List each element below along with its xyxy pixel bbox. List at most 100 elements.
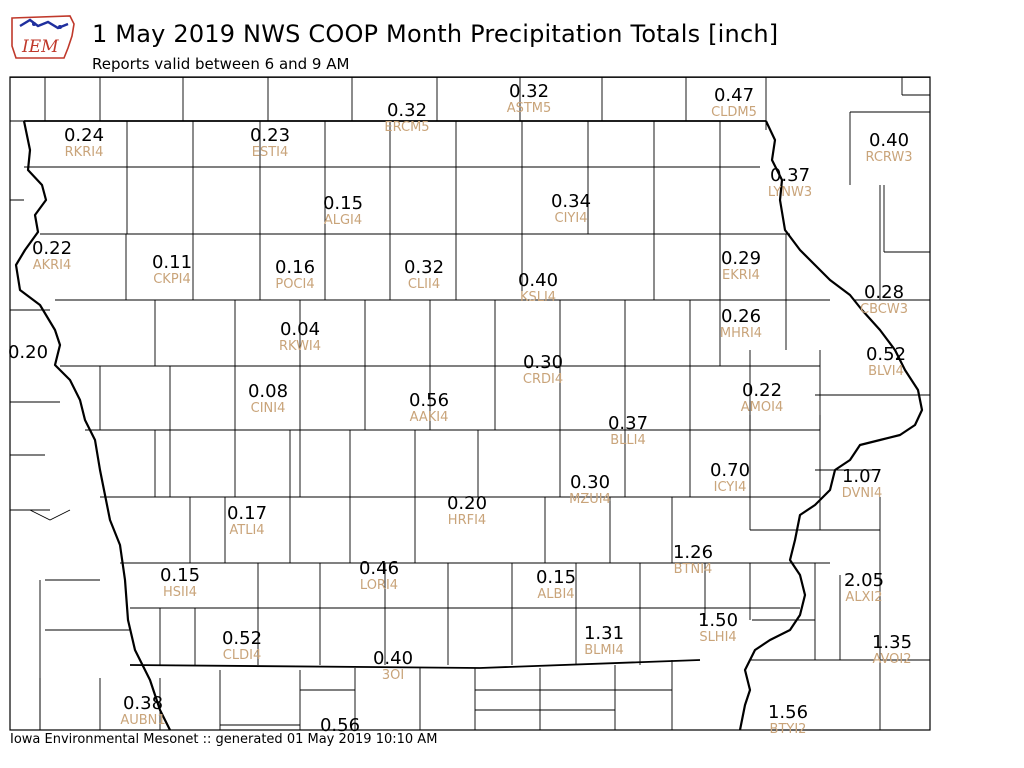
precip-value: 0.11 [152, 252, 192, 273]
station-id: POCI4 [275, 277, 314, 292]
station-id: BLVI4 [868, 364, 904, 379]
precip-value: 1.31 [584, 623, 624, 644]
precip-value: 0.52 [866, 344, 906, 365]
station-id: ERCM5 [384, 120, 429, 135]
precip-value: 0.30 [523, 352, 563, 373]
precip-value: 0.47 [714, 85, 754, 106]
map-boundaries [10, 77, 930, 730]
precip-value: 0.04 [280, 319, 320, 340]
county-lines [10, 77, 930, 730]
station-id: CBCW3 [860, 302, 908, 317]
station-id: AVOI2 [872, 652, 911, 667]
station-id: RKWI4 [279, 339, 321, 354]
station-id: KSLI4 [520, 290, 556, 305]
map-title: 1 May 2019 NWS COOP Month Precipitation … [92, 20, 779, 48]
precip-value: 0.32 [387, 100, 427, 121]
precip-value: 0.37 [608, 413, 648, 434]
station-id: ICYI4 [714, 480, 747, 495]
station-id: RCRW3 [865, 150, 912, 165]
western-river-border [14, 120, 171, 730]
precip-value: 0.15 [536, 567, 576, 588]
station-id: BLMI4 [584, 643, 623, 658]
station-id: ESTI4 [252, 145, 289, 160]
station-id: AAKI4 [410, 410, 449, 425]
map-frame [9, 76, 931, 731]
station-id: BTNI4 [674, 562, 713, 577]
precip-value: 0.15 [323, 193, 363, 214]
station-id: DVNI4 [842, 486, 883, 501]
station-id: ALBI4 [537, 587, 574, 602]
station-id: EKRI4 [722, 268, 760, 283]
station-id: LORI4 [360, 578, 398, 593]
station-id: CLDM5 [711, 105, 757, 120]
precip-value: 0.56 [409, 390, 449, 411]
precip-value: 0.40 [373, 648, 413, 669]
station-id: CIYI4 [555, 211, 588, 226]
precip-value: 0.34 [551, 191, 591, 212]
precip-value: 0.37 [770, 165, 810, 186]
station-id: ALXI2 [845, 590, 882, 605]
station-id: MHRI4 [720, 326, 762, 341]
station-id: CRDI4 [523, 372, 563, 387]
station-marker: 0.56 [320, 715, 360, 736]
logo-text: IEM [21, 37, 59, 57]
station-id: AKRI4 [33, 258, 72, 273]
station-id: MZUI4 [569, 492, 611, 507]
precip-value: 0.20 [447, 493, 487, 514]
precip-value: 1.07 [842, 466, 882, 487]
eastern-river-border [738, 120, 924, 730]
station-id: ASTM5 [507, 101, 552, 116]
station-id: RKRI4 [65, 145, 104, 160]
station-id: AUBN1 [120, 713, 165, 728]
precip-value: 0.24 [64, 125, 104, 146]
precip-value: 1.56 [768, 702, 808, 723]
precip-value: 0.23 [250, 125, 290, 146]
station-id: AMOI4 [741, 400, 783, 415]
precip-value: 0.26 [721, 306, 761, 327]
station-marker: 0.20 [8, 342, 48, 363]
precip-value: 1.50 [698, 610, 738, 631]
precip-value: 0.29 [721, 248, 761, 269]
station-id: HRFI4 [448, 513, 486, 528]
state-border [10, 77, 930, 669]
precip-value: 0.40 [518, 270, 558, 291]
precip-value: 0.38 [123, 693, 163, 714]
precip-value: 0.32 [509, 81, 549, 102]
precip-value: 0.22 [32, 238, 72, 259]
precip-value: 0.15 [160, 565, 200, 586]
station-id: 3OI [382, 668, 404, 683]
